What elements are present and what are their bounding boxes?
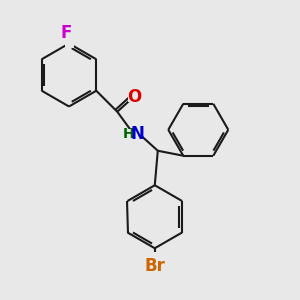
Bar	[124, 129, 133, 139]
Text: O: O	[127, 88, 141, 106]
Bar	[128, 92, 140, 101]
Text: N: N	[130, 125, 144, 143]
Text: F: F	[60, 24, 72, 42]
Text: H: H	[123, 127, 134, 141]
Bar	[147, 252, 162, 261]
Bar	[64, 39, 74, 48]
Text: Br: Br	[144, 257, 165, 275]
Bar	[133, 129, 142, 139]
